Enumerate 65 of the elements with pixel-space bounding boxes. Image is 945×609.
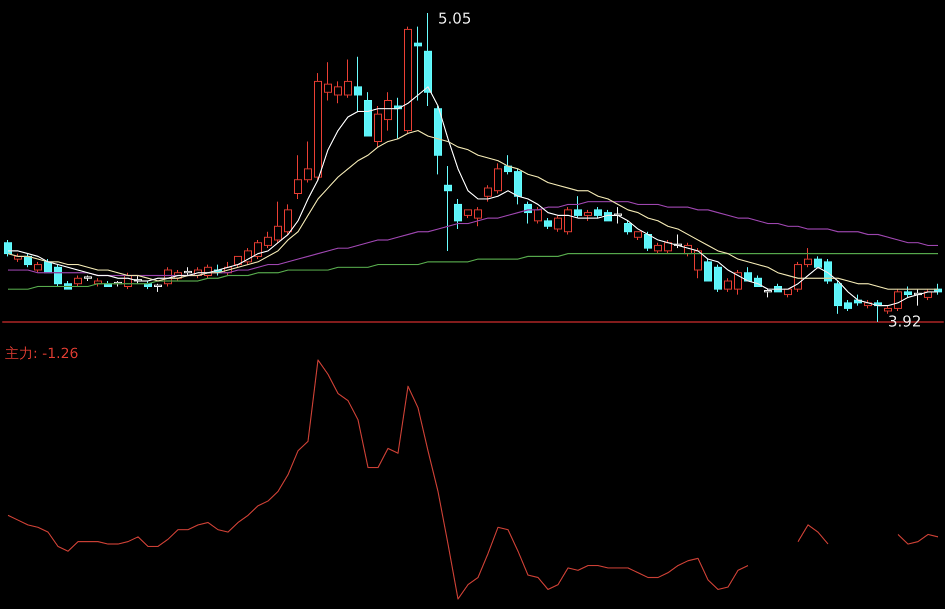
candlestick: [534, 206, 542, 224]
annotation: 5.05: [438, 10, 472, 28]
candlestick: [74, 275, 82, 287]
candlestick: [734, 270, 742, 296]
candlestick: [654, 242, 662, 254]
candlestick: [324, 62, 332, 102]
candlestick: [344, 58, 352, 98]
candlestick: [724, 278, 732, 292]
candlestick: [184, 266, 192, 276]
candlestick: [744, 266, 752, 282]
candlestick: [544, 218, 552, 230]
candlestick: [464, 209, 472, 219]
candlestick: [564, 206, 572, 235]
candlestick: [614, 206, 622, 224]
candlestick: [844, 300, 852, 312]
candlestick: [764, 288, 772, 298]
candlestick: [884, 305, 892, 314]
candlestick: [834, 280, 842, 314]
candlestick: [294, 154, 302, 200]
candlestick: [384, 92, 392, 132]
candlestick: [444, 166, 452, 252]
candlestick: [894, 288, 902, 312]
candlestick: [904, 286, 912, 298]
chart-title: 主力: -1.26: [5, 346, 78, 362]
candlestick: [514, 168, 522, 205]
candlestick: [494, 162, 502, 194]
candlestick: [404, 26, 412, 134]
candlestick: [364, 92, 372, 137]
candlestick: [334, 80, 342, 104]
candlestick: [474, 206, 482, 227]
candlestick: [264, 231, 272, 249]
candlestick: [154, 283, 162, 292]
annotation: 3.92: [888, 312, 922, 330]
candlestick: [604, 209, 612, 222]
candlestick: [54, 264, 62, 287]
candlestick: [4, 239, 12, 257]
candlestick: [354, 56, 362, 112]
candlestick: [84, 275, 92, 282]
candlestick: [694, 248, 702, 279]
candlestick: [594, 206, 602, 219]
candlestick: [574, 196, 582, 219]
candlestick: [284, 204, 292, 235]
candlestick: [424, 12, 432, 106]
candlestick: [374, 105, 382, 148]
candlestick: [714, 264, 722, 292]
candlestick: [554, 214, 562, 232]
candlestick: [644, 231, 652, 252]
candlestick: [24, 253, 32, 268]
candlestick: [34, 261, 42, 274]
candlestick: [814, 256, 822, 268]
candlestick: [274, 201, 282, 244]
candlestick: [704, 258, 712, 282]
candlestick: [584, 209, 592, 222]
candlestick: [434, 105, 442, 175]
candlestick: [484, 184, 492, 202]
candlestick: [634, 231, 642, 240]
candlestick: [414, 26, 422, 102]
candlestick: [664, 239, 672, 254]
candlestick: [314, 72, 322, 180]
candlestick: [254, 239, 262, 260]
candlestick: [624, 220, 632, 235]
candlestick: [454, 198, 462, 230]
candlestick: [504, 154, 512, 175]
candlestick: [804, 248, 812, 268]
candlestick: [304, 141, 312, 184]
